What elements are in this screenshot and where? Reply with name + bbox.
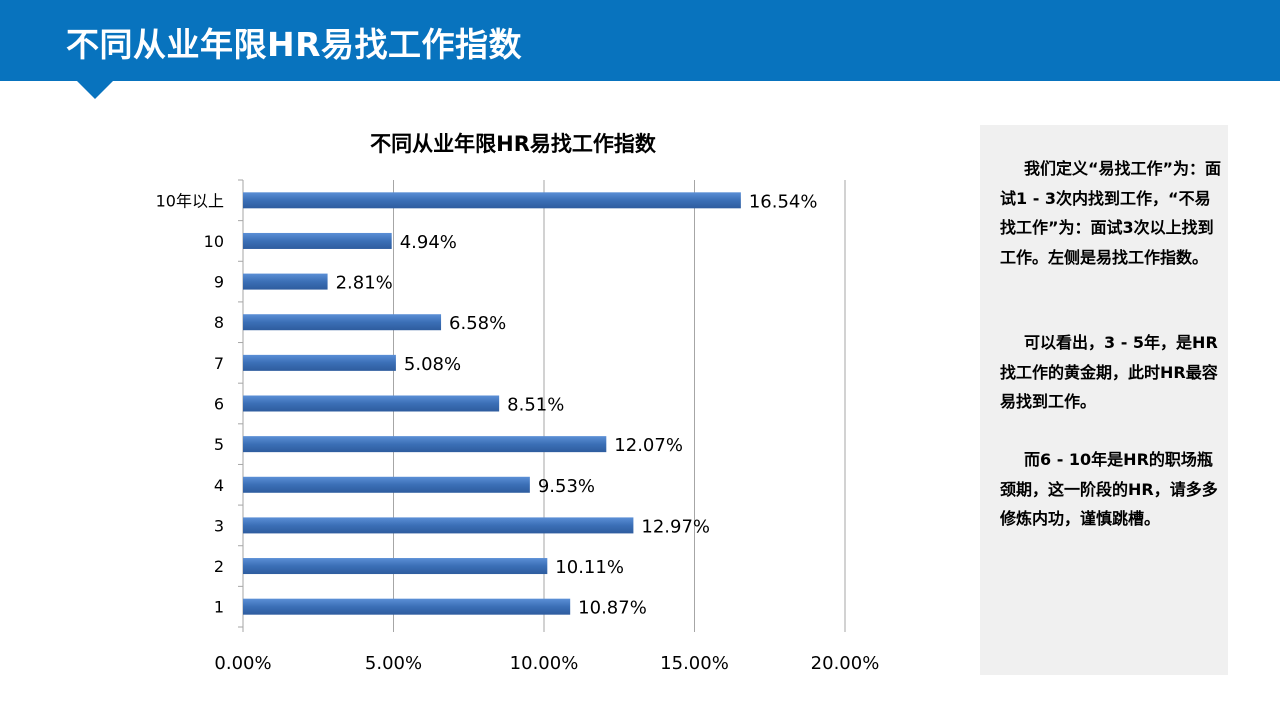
- x-tick-label: 0.00%: [214, 653, 271, 674]
- y-category-label: 3: [214, 516, 224, 535]
- page-title: 不同从业年限HR易找工作指数: [66, 25, 523, 64]
- y-category-label: 9: [214, 273, 224, 292]
- x-tick-label: 5.00%: [365, 653, 422, 674]
- x-tick-label: 10.00%: [510, 653, 579, 674]
- bar: [243, 232, 392, 249]
- explanation-paragraph-bottleneck: 而6 - 10年是HR的职场瓶颈期，这一阶段的HR，请多多修炼内功，谨慎跳槽。: [1000, 450, 1218, 528]
- bar-data-label: 12.07%: [614, 435, 683, 456]
- bar: [243, 517, 634, 534]
- header-banner: 不同从业年限HR易找工作指数: [0, 0, 1280, 81]
- x-tick-label: 20.00%: [811, 653, 880, 674]
- bar-data-label: 9.53%: [538, 476, 595, 497]
- bar-data-label: 2.81%: [336, 273, 393, 294]
- bar-data-label: 8.51%: [507, 395, 564, 416]
- explanation-paragraph-golden-period: 可以看出，3 - 5年，是HR找工作的黄金期，此时HR最容易找到工作。: [1000, 333, 1218, 411]
- bar-data-label: 6.58%: [449, 313, 506, 334]
- y-category-label: 10年以上: [156, 191, 224, 210]
- bar: [243, 476, 530, 493]
- y-category-label: 2: [214, 557, 224, 576]
- bar: [243, 192, 741, 209]
- bar-data-label: 10.87%: [578, 598, 647, 619]
- x-tick-label: 15.00%: [660, 653, 729, 674]
- explanation-paragraph-definition: 我们定义“易找工作”为：面试1 - 3次内找到工作，“不易找工作”为：面试3次以…: [1000, 159, 1222, 267]
- bar: [243, 598, 571, 615]
- y-category-label: 8: [214, 313, 224, 332]
- bar: [243, 436, 607, 453]
- bar-chart: 不同从业年限HR易找工作指数 0.00% 5.00% 10.00% 15.00% 20.…: [156, 132, 880, 674]
- header-pointer: [76, 80, 114, 99]
- bar: [243, 273, 328, 290]
- bar-data-label: 5.08%: [404, 354, 461, 375]
- bar: [243, 314, 442, 331]
- bar-data-label: 16.54%: [749, 191, 818, 212]
- explanation-panel: 我们定义“易找工作”为：面试1 - 3次内找到工作，“不易找工作”为：面试3次以…: [980, 125, 1228, 675]
- y-category-label: 6: [214, 395, 224, 414]
- chart-title: 不同从业年限HR易找工作指数: [370, 132, 657, 156]
- y-category-label: 7: [214, 354, 224, 373]
- y-category-label: 5: [214, 435, 224, 454]
- bar-data-label: 12.97%: [641, 516, 710, 537]
- bar: [243, 395, 500, 412]
- y-category-label: 1: [214, 598, 224, 617]
- bar-data-label: 10.11%: [555, 557, 624, 578]
- bar: [243, 558, 548, 575]
- y-category-label: 4: [214, 476, 224, 495]
- bar: [243, 354, 396, 371]
- y-category-label: 10: [204, 232, 224, 251]
- bar-data-label: 4.94%: [400, 232, 457, 253]
